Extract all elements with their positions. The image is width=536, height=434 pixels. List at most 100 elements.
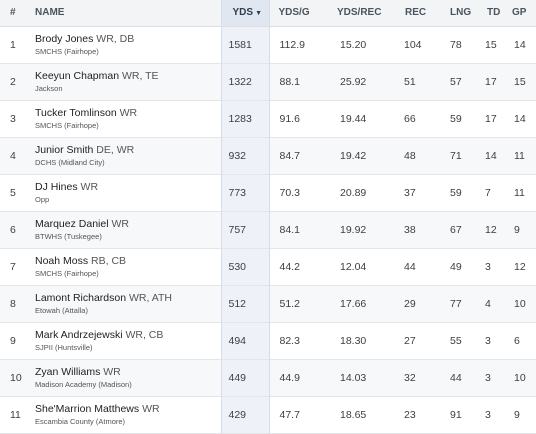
player-position: WR — [111, 218, 129, 230]
player-school: SMCHS (Fairhope) — [35, 121, 99, 130]
header-rec[interactable]: REC — [392, 0, 439, 27]
player-school: Jackson — [35, 84, 63, 93]
lng-cell: 71 — [439, 137, 476, 174]
table-row: 3 Tucker Tomlinson WR SMCHS (Fairhope) 1283… — [0, 100, 536, 137]
header-gp[interactable]: GP — [508, 0, 536, 27]
rank-cell: 9 — [10, 334, 16, 347]
player-cell: Keeyun Chapman WR, TE Jackson — [35, 63, 221, 100]
player-school: Etowah (Attalla) — [35, 306, 88, 315]
td-cell: 3 — [476, 359, 508, 396]
rec-cell: 37 — [404, 186, 416, 199]
yds-per-game-cell: 44.2 — [279, 260, 300, 273]
header-lng[interactable]: LNG — [439, 0, 476, 27]
yds-cell: 1322 — [220, 63, 270, 100]
yds-per-rec-cell: 25.92 — [323, 63, 392, 100]
table-row: 6 Marquez Daniel WR BTWHS (Tuskegee) 757 84.… — [0, 211, 536, 248]
player-line: Zyan Williams WR — [35, 366, 221, 378]
rank-cell: 11 — [10, 408, 21, 421]
rec-cell: 104 — [404, 38, 422, 51]
yds-per-rec-cell: 19.44 — [340, 112, 367, 125]
player-name-link[interactable]: Keeyun Chapman — [35, 70, 120, 82]
player-name-link[interactable]: Lamont Richardson — [35, 292, 127, 304]
table-row: 7 Noah Moss RB, CB SMCHS (Fairhope) 530 44.2… — [0, 248, 536, 285]
player-school: SMCHS (Fairhope) — [35, 47, 99, 56]
yds-per-rec-cell: 18.30 — [340, 334, 367, 347]
player-school: BTWHS (Tuskegee) — [35, 232, 102, 241]
player-position: WR — [103, 366, 121, 378]
header-yds-per-rec[interactable]: YDS/REC — [323, 0, 392, 27]
player-school: Opp — [35, 195, 50, 204]
player-name-link[interactable]: DJ Hines — [35, 181, 78, 193]
player-cell: Brody Jones WR, DB SMCHS (Fairhope) — [35, 26, 221, 63]
player-line: Keeyun Chapman WR, TE — [35, 70, 221, 82]
yds-cell: 512 — [220, 285, 270, 322]
rec-cell: 38 — [392, 211, 439, 248]
yds-cell: 1283 — [220, 100, 270, 137]
td-cell: 3 — [485, 334, 491, 347]
rank-cell: 2 — [0, 63, 35, 100]
player-school: Escambia County (Atmore) — [35, 417, 126, 426]
td-cell: 15 — [485, 38, 497, 51]
player-line: Lamont Richardson WR, ATH — [35, 292, 221, 304]
player-name-link[interactable]: She'Marrion Matthews — [35, 403, 140, 415]
yds-cell: 773 — [220, 174, 270, 211]
rank-cell: 8 — [0, 285, 35, 322]
player-position: WR — [142, 403, 160, 415]
player-name-link[interactable]: Brody Jones — [35, 33, 94, 45]
rank-cell: 10 — [0, 359, 35, 396]
lng-cell: 55 — [450, 334, 462, 347]
yds-per-game-cell: 70.3 — [279, 186, 300, 199]
header-rank[interactable]: # — [0, 0, 35, 27]
gp-cell: 12 — [514, 260, 526, 273]
yds-cell: 530 — [220, 248, 270, 285]
table-row: 4 Junior Smith DE, WR DCHS (Midland City) 9… — [0, 137, 536, 174]
player-line: She'Marrion Matthews WR — [35, 403, 221, 415]
header-yds[interactable]: YDS ▼ — [220, 0, 270, 27]
player-school: SMCHS (Fairhope) — [35, 269, 99, 278]
lng-cell: 67 — [439, 211, 476, 248]
player-name-link[interactable]: Zyan Williams — [35, 366, 101, 378]
sort-desc-icon: ▼ — [255, 10, 262, 18]
rec-cell: 27 — [404, 334, 416, 347]
player-name-link[interactable]: Tucker Tomlinson — [35, 107, 117, 119]
table-row: 1 Brody Jones WR, DB SMCHS (Fairhope) 1581 1… — [0, 26, 536, 63]
td-cell: 17 — [476, 63, 508, 100]
player-name-link[interactable]: Mark Andrzejewski — [35, 329, 123, 341]
yds-cell: 449 — [220, 359, 270, 396]
table-row: 10 Zyan Williams WR Madison Academy (Madis… — [0, 359, 536, 396]
yds-per-game-cell: 91.6 — [279, 112, 300, 125]
rank-cell: 5 — [10, 186, 16, 199]
player-school: DCHS (Midland City) — [35, 158, 105, 167]
player-name-link[interactable]: Marquez Daniel — [35, 218, 109, 230]
rank-cell: 6 — [0, 211, 35, 248]
player-cell: Tucker Tomlinson WR SMCHS (Fairhope) — [35, 100, 221, 137]
yds-per-game-cell: 84.7 — [269, 137, 323, 174]
td-cell: 14 — [476, 137, 508, 174]
player-name-link[interactable]: Junior Smith — [35, 144, 94, 156]
header-yds-per-game[interactable]: YDS/G — [269, 0, 323, 27]
yds-per-game-cell: 112.9 — [279, 38, 306, 51]
table-row: 5 DJ Hines WR Opp 773 70.3 20.89 37 59 7 11 — [0, 174, 536, 211]
header-name[interactable]: NAME — [35, 0, 221, 27]
player-cell: Marquez Daniel WR BTWHS (Tuskegee) — [35, 211, 221, 248]
yds-cell: 932 — [220, 137, 270, 174]
table-row: 11 She'Marrion Matthews WR Escambia County… — [0, 396, 536, 433]
player-name-link[interactable]: Noah Moss — [35, 255, 89, 267]
player-position: WR, ATH — [128, 292, 172, 304]
yds-per-rec-cell: 18.65 — [340, 408, 367, 421]
header-td[interactable]: TD — [476, 0, 508, 27]
yds-cell: 1581 — [220, 26, 270, 63]
rec-cell: 29 — [392, 285, 439, 322]
gp-cell: 9 — [514, 408, 520, 421]
lng-cell: 59 — [450, 186, 462, 199]
rec-cell: 66 — [404, 112, 416, 125]
player-line: DJ Hines WR — [35, 181, 221, 193]
player-cell: DJ Hines WR Opp — [35, 174, 221, 211]
table-header-row: # NAME YDS ▼ YDS/G YDS/REC REC LNG TD GP — [0, 0, 536, 27]
yds-per-rec-cell: 20.89 — [340, 186, 367, 199]
lng-cell: 59 — [450, 112, 462, 125]
player-line: Noah Moss RB, CB — [35, 255, 221, 267]
player-position: WR, DB — [96, 33, 135, 45]
rec-cell: 44 — [404, 260, 416, 273]
